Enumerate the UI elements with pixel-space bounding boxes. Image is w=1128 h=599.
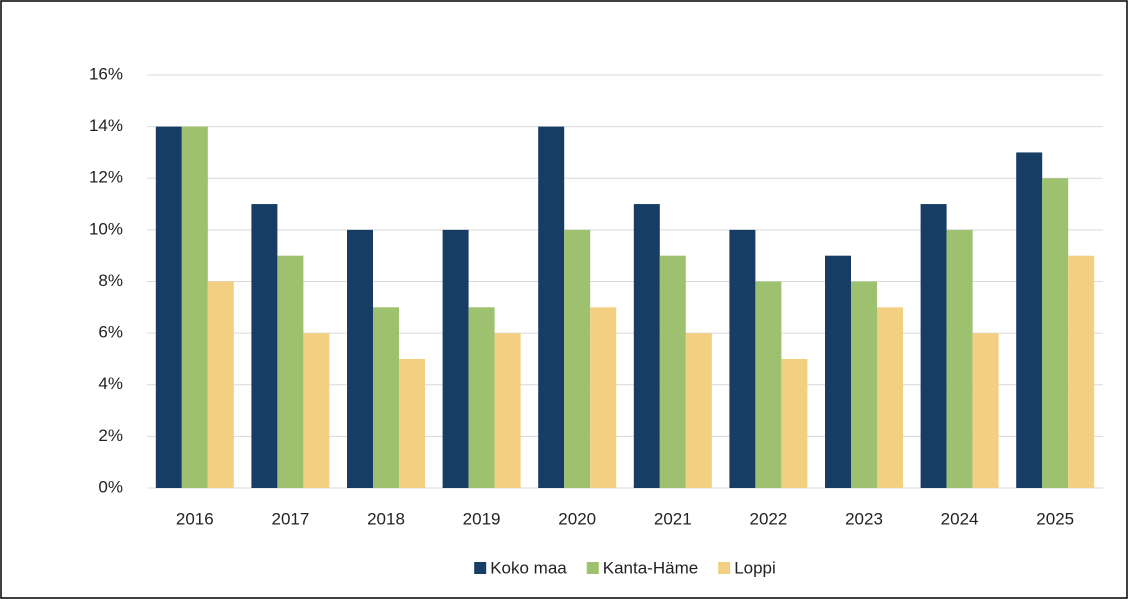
legend-swatch (474, 562, 487, 574)
x-tick-label: 2022 (749, 509, 787, 528)
bar (251, 204, 278, 488)
bar (277, 255, 304, 488)
bar (303, 333, 330, 488)
bar (1042, 178, 1069, 488)
bar (207, 281, 234, 488)
legend-label: Loppi (734, 558, 776, 577)
bar (494, 333, 521, 488)
y-tick-label: 16% (89, 64, 123, 83)
bar (399, 358, 425, 488)
bar (442, 229, 469, 488)
x-tick-label: 2021 (654, 509, 692, 528)
legend-swatch (718, 562, 731, 574)
bar (181, 126, 208, 488)
bar (877, 307, 903, 488)
x-tick-label: 2024 (941, 509, 979, 528)
y-tick-label: 6% (98, 323, 123, 342)
y-tick-label: 10% (89, 219, 123, 238)
bar (685, 333, 712, 488)
x-tick-label: 2019 (463, 509, 501, 528)
bar (373, 307, 399, 488)
bar (155, 126, 182, 488)
x-tick-label: 2018 (367, 509, 405, 528)
legend-label: Kanta-Häme (603, 558, 698, 577)
bar (781, 358, 808, 488)
bar (825, 255, 851, 488)
y-tick-label: 12% (89, 168, 123, 187)
bar (633, 204, 660, 488)
bar (590, 307, 617, 488)
x-tick-label: 2017 (271, 509, 309, 528)
x-tick-label: 2016 (176, 509, 214, 528)
y-tick-label: 8% (98, 271, 123, 290)
bar (538, 126, 565, 488)
y-tick-label: 0% (98, 477, 123, 496)
bar (347, 229, 373, 488)
bar (1068, 255, 1095, 488)
bar (946, 229, 973, 488)
bar (468, 307, 495, 488)
bar (755, 281, 782, 488)
bar (920, 204, 947, 488)
legend-label: Koko maa (490, 558, 567, 577)
legend-swatch (586, 562, 599, 574)
bar (564, 229, 591, 488)
y-tick-label: 14% (89, 116, 123, 135)
bar (1016, 152, 1043, 488)
x-tick-label: 2020 (558, 509, 596, 528)
bar (729, 229, 756, 488)
bar (659, 255, 686, 488)
bar (851, 281, 877, 488)
x-tick-label: 2025 (1036, 509, 1074, 528)
y-tick-label: 4% (98, 374, 123, 393)
x-tick-label: 2023 (845, 509, 883, 528)
y-tick-label: 2% (98, 426, 123, 445)
bar (972, 333, 999, 488)
